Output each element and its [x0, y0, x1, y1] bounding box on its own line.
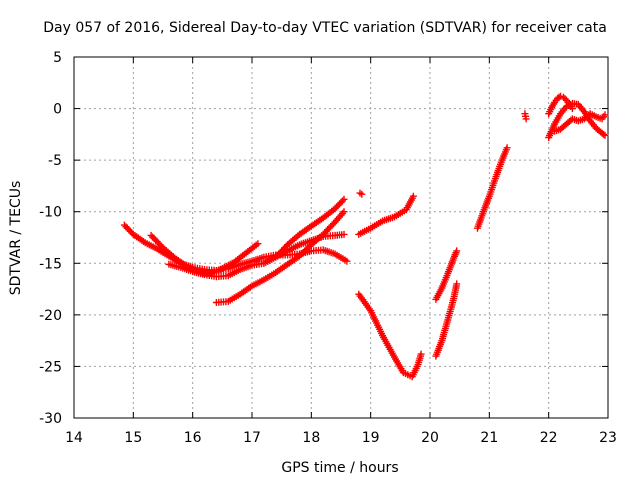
x-tick-label: 17 — [243, 430, 261, 446]
data-point — [453, 280, 461, 288]
data-point — [600, 130, 607, 138]
data-point — [561, 95, 569, 103]
data-point — [601, 131, 609, 139]
chart-title: Day 057 of 2016, Sidereal Day-to-day VTE… — [43, 20, 607, 36]
x-tick-label: 20 — [421, 430, 439, 446]
y-axis-label: SDTVAR / TECUs — [8, 181, 24, 296]
plot-frame — [73, 56, 609, 419]
data-point — [339, 197, 346, 205]
x-tick-label: 23 — [599, 430, 617, 446]
x-tick-label: 18 — [302, 430, 320, 446]
y-tick-label: -5 — [48, 153, 62, 169]
y-tick-label: -30 — [39, 411, 62, 427]
y-tick-label: 5 — [53, 50, 62, 66]
data-point — [358, 190, 366, 198]
x-tick-label: 19 — [362, 430, 380, 446]
data-point — [340, 195, 348, 203]
data-point — [601, 111, 609, 119]
x-tick-label: 22 — [540, 430, 558, 446]
y-tick-label: -20 — [39, 308, 62, 324]
data-point — [340, 230, 348, 238]
y-tick-label: -25 — [39, 359, 62, 375]
y-tick-label: 0 — [53, 102, 62, 118]
data-point — [409, 192, 417, 200]
data-point — [282, 242, 290, 250]
x-tick-label: 15 — [124, 430, 142, 446]
y-tick-label: -15 — [39, 256, 62, 272]
y-tick-label: -10 — [39, 205, 62, 221]
data-point — [522, 115, 530, 123]
data-point — [417, 350, 425, 358]
plot-border — [73, 56, 609, 419]
axis-ticks: 14 15 16 17 18 19 20 21 22 23 -30 -25 -20 -15 -10 -5 0 5 — [39, 50, 617, 446]
data-point — [340, 208, 348, 216]
data-point — [254, 240, 262, 248]
data-point — [343, 257, 351, 265]
x-axis-label: GPS time / hours — [281, 460, 398, 476]
data-points — [120, 92, 609, 381]
data-point — [503, 144, 511, 152]
x-tick-label: 16 — [184, 430, 202, 446]
data-point — [301, 247, 309, 255]
x-tick-label: 21 — [480, 430, 498, 446]
data-point — [568, 105, 576, 113]
x-tick-label: 14 — [65, 430, 83, 446]
data-point — [453, 247, 461, 255]
